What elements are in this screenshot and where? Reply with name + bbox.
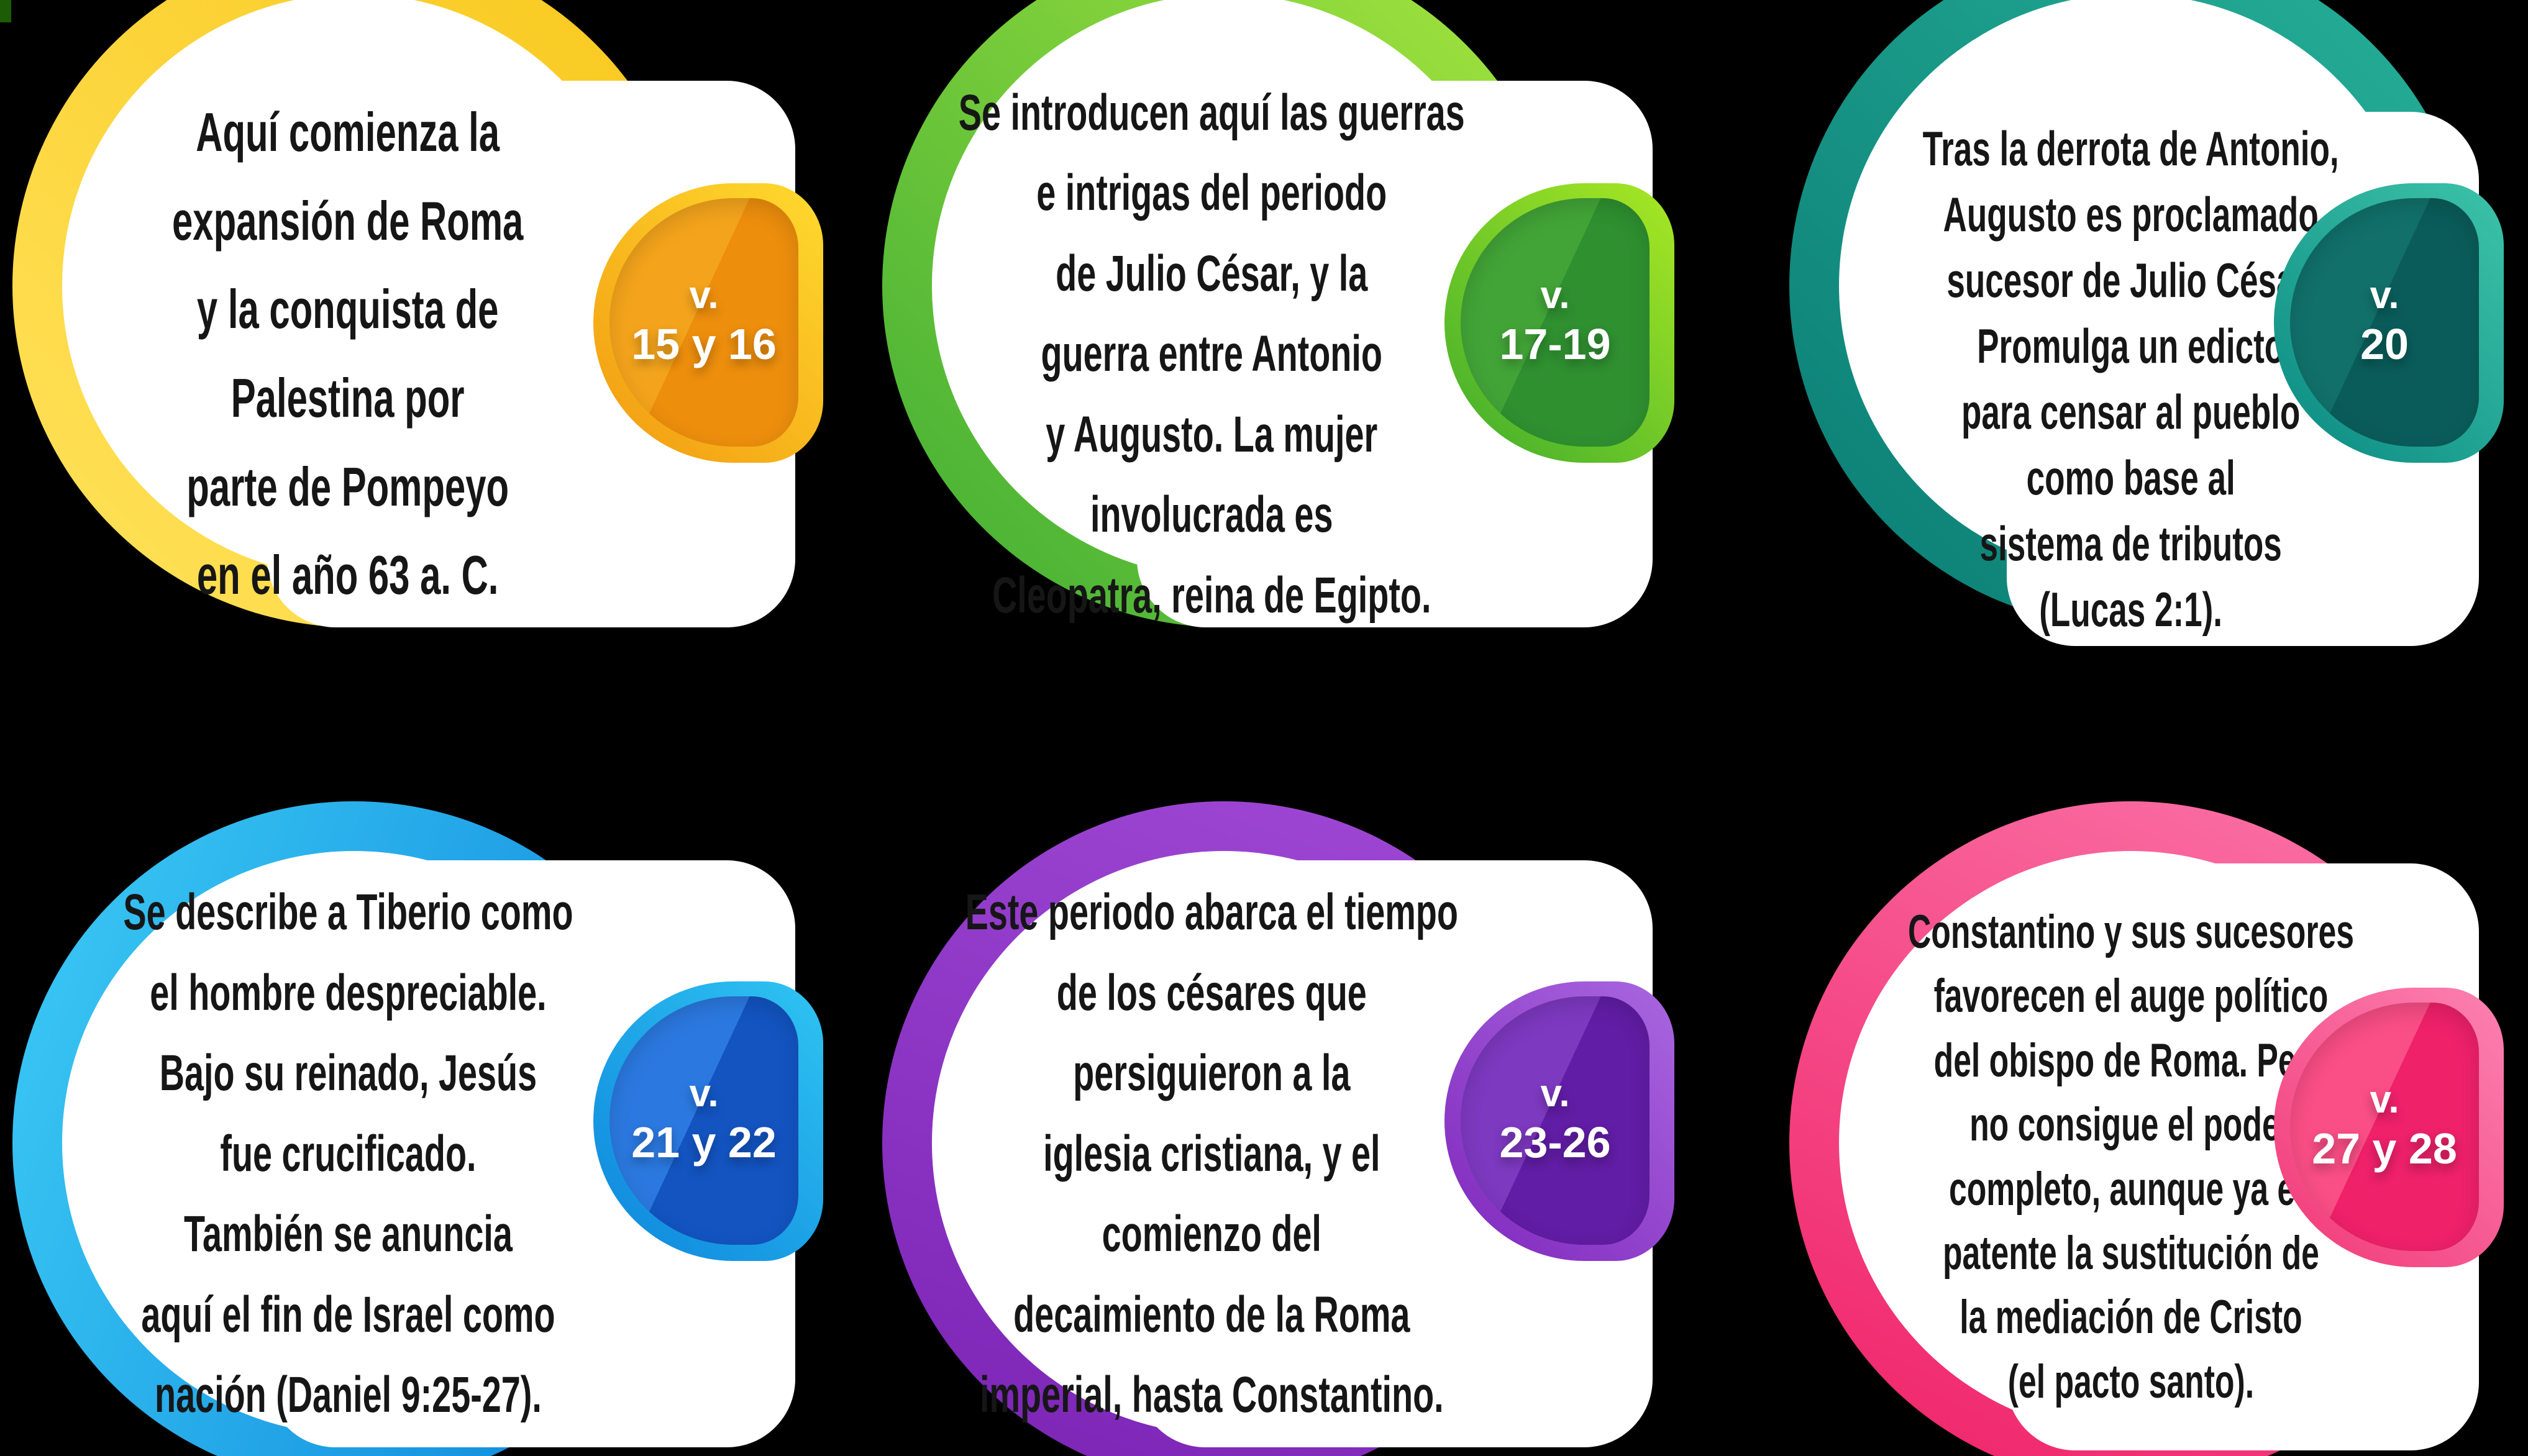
verse-range: 15 y 16 (631, 319, 777, 368)
card-text: Se describe a Tiberio como el hombre des… (81, 860, 615, 1447)
verse-badge: v. 17-19 (1444, 183, 1674, 463)
card-text-lines: Se describe a Tiberio como el hombre des… (122, 884, 573, 1424)
verse-prefix: v. (2370, 1078, 2399, 1121)
verse-range: 23-26 (1499, 1117, 1611, 1167)
card-text: Constantino y sus sucesores favorecen el… (1851, 863, 2411, 1450)
verse-prefix: v. (689, 1072, 719, 1115)
card-text-lines: Aquí comienza la expansión de Roma y la … (172, 101, 524, 606)
card-text: Se introducen aquí las guerras e intriga… (938, 81, 1485, 627)
verse-prefix: v. (2370, 273, 2399, 317)
verse-badge-inner: v. 20 (2290, 198, 2479, 447)
card-text: Este periodo abarca el tiempo de los cés… (938, 860, 1485, 1447)
verse-prefix: v. (1540, 1072, 1570, 1115)
card-text: Aquí comienza la expansión de Roma y la … (81, 81, 615, 627)
verse-range: 21 y 22 (631, 1117, 777, 1167)
verse-badge-inner: v. 21 y 22 (609, 996, 798, 1245)
verse-badge: v. 27 y 28 (2274, 988, 2504, 1267)
verse-range: 27 y 28 (2312, 1124, 2457, 1173)
card-text-lines: Tras la derrota de Antonio, Augusto es p… (1923, 121, 2340, 637)
verse-badge-inner: v. 23-26 (1461, 996, 1650, 1245)
corner-artifact (0, 0, 11, 22)
card-text-lines: Este periodo abarca el tiempo de los cés… (965, 884, 1458, 1424)
verse-badge: v. 23-26 (1444, 981, 1674, 1261)
verse-badge: v. 15 y 16 (593, 183, 823, 463)
verse-prefix: v. (689, 273, 719, 317)
card-text-lines: Constantino y sus sucesores favorecen el… (1908, 906, 2354, 1408)
verse-badge: v. 20 (2274, 183, 2504, 463)
verse-range: 20 (2360, 319, 2409, 368)
card-text: Tras la derrota de Antonio, Augusto es p… (1851, 112, 2411, 646)
verse-badge: v. 21 y 22 (593, 981, 823, 1261)
card-text-lines: Se introducen aquí las guerras e intriga… (958, 84, 1465, 624)
verse-badge-inner: v. 17-19 (1461, 198, 1650, 447)
verse-badge-inner: v. 15 y 16 (609, 198, 798, 447)
verse-range: 17-19 (1499, 319, 1611, 368)
verse-prefix: v. (1540, 273, 1570, 317)
verse-badge-inner: v. 27 y 28 (2290, 1003, 2479, 1251)
